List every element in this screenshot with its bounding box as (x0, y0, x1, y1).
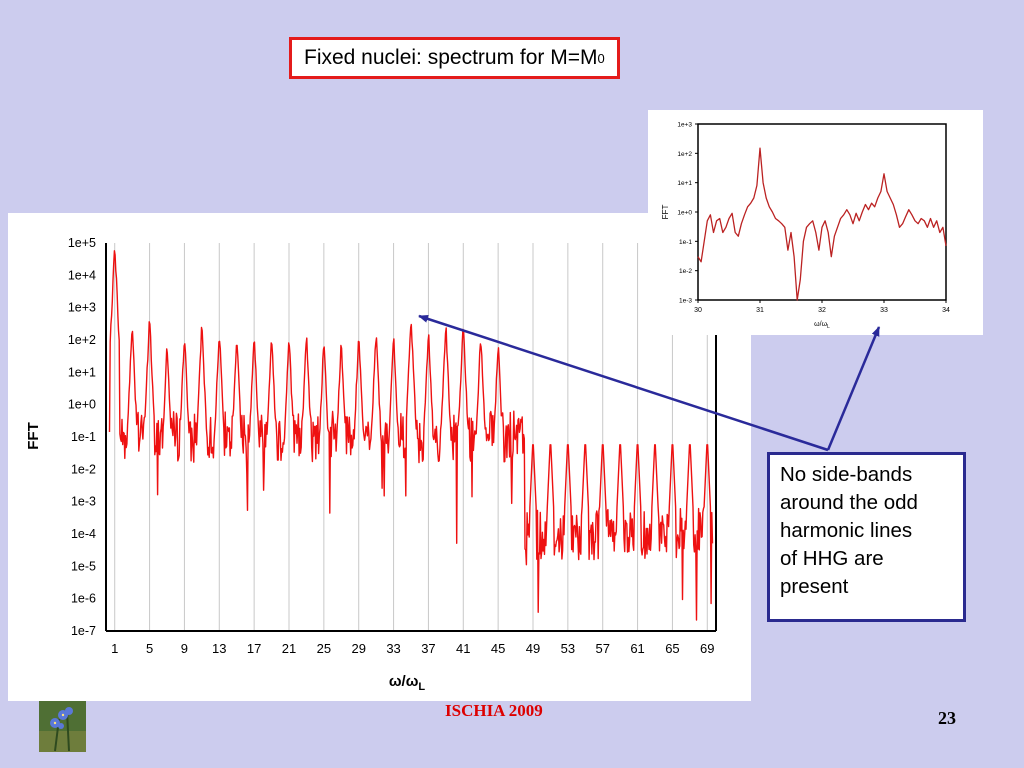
main-chart-y-tick-label: 1e+1 (68, 365, 96, 379)
main-chart-x-tick-label: 1 (111, 641, 118, 656)
main-chart-x-ticks: 1 5 9 13 17 21 25 29 33 37 41 45 49 53 57 61 65 69 (111, 641, 714, 656)
inset-chart-panel: 1e-3 1e-2 1e-1 1e+0 1e+1 1e+2 1e+3 30 31 32 33 34 … (648, 110, 983, 335)
main-chart-y-tick-label: 1e-4 (71, 527, 96, 541)
main-chart-x-axis-label: ω/ωL (389, 673, 426, 693)
note-line: around the odd (780, 491, 918, 514)
note-line: of HHG are (780, 547, 884, 570)
inset-chart-y-tick-label: 1e-3 (679, 298, 692, 305)
main-chart-x-tick-label: 69 (700, 641, 714, 656)
main-chart-x-axis-label-sub: L (418, 681, 425, 693)
inset-chart-x-axis-label-main: ω/ω (814, 321, 827, 328)
inset-chart-y-tick-label: 1e+0 (677, 210, 692, 217)
main-chart-panel: 1e-7 1e-6 1e-5 1e-4 1e-3 1e-2 1e-1 1e+0 1e+1 1e+2… (8, 213, 751, 701)
main-chart-y-tick-label: 1e-3 (71, 495, 96, 509)
inset-chart-x-tick-label: 33 (880, 307, 888, 314)
inset-chart-y-tick-label: 1e+1 (677, 180, 692, 187)
page-number: 23 (938, 708, 956, 728)
main-chart-x-tick-label: 13 (212, 641, 226, 656)
inset-chart-x-axis-label-sub: L (827, 324, 830, 330)
inset-chart-y-tick-label: 1e-1 (679, 239, 692, 246)
inset-chart-y-ticks: 1e-3 1e-2 1e-1 1e+0 1e+1 1e+2 1e+3 (677, 122, 698, 305)
flower-logo-icon (39, 701, 86, 752)
inset-chart-x-tick-label: 30 (694, 307, 702, 314)
main-chart-y-tick-label: 1e-2 (71, 462, 96, 476)
main-chart-x-tick-label: 21 (282, 641, 296, 656)
main-chart-y-tick-label: 1e+4 (68, 268, 96, 282)
main-chart-y-tick-label: 1e-5 (71, 559, 96, 573)
inset-chart-x-axis-label: ω/ωL (814, 321, 830, 330)
inset-chart-x-ticks: 30 31 32 33 34 (694, 300, 950, 314)
annotation-note-box: No side-bands around the odd harmonic li… (767, 452, 966, 622)
main-chart-x-tick-label: 9 (181, 641, 188, 656)
main-chart-x-tick-label: 45 (491, 641, 505, 656)
inset-chart-y-axis-label: FFT (661, 205, 670, 220)
main-chart-x-axis-label-main: ω/ω (389, 673, 419, 690)
inset-chart-x-tick-label: 32 (818, 307, 826, 314)
inset-chart-y-tick-label: 1e+2 (677, 151, 692, 158)
main-chart-y-tick-label: 1e-7 (71, 624, 96, 638)
conference-footer: ISCHIA 2009 (445, 701, 543, 720)
inset-chart-frame (697, 123, 947, 301)
note-line: No side-bands (780, 463, 913, 486)
main-chart-x-tick-label: 25 (317, 641, 331, 656)
inset-chart-x-tick-label: 31 (756, 307, 764, 314)
main-chart-x-tick-label: 53 (561, 641, 575, 656)
note-line: present (780, 575, 849, 598)
main-chart-x-tick-label: 49 (526, 641, 540, 656)
inset-spectrum-chart: 1e-31e-21e-11e+01e+11e+21e+3 30 31 32 33 34 … (661, 122, 950, 331)
main-chart-y-tick-label: 1e+5 (68, 236, 96, 250)
note-line: harmonic lines (780, 519, 913, 542)
slide-title-text: Fixed nuclei: spectrum for M=M (304, 46, 598, 69)
main-chart-y-tick-label: 1e-1 (71, 430, 96, 444)
main-chart-y-tick-label: 1e+3 (68, 301, 96, 315)
main-chart-x-tick-label: 33 (386, 641, 400, 656)
main-chart-y-tick-label: 1e+2 (68, 333, 96, 347)
inset-chart-y-tick-label: 1e+3 (677, 122, 692, 129)
main-spectrum-chart: 1e-7 1e-6 1e-5 1e-4 1e-3 1e-2 1e-1 1e+0 1e+1 1e+2… (25, 236, 717, 693)
main-chart-x-tick-label: 57 (595, 641, 609, 656)
main-chart-x-tick-label: 5 (146, 641, 153, 656)
slide-title: Fixed nuclei: spectrum for M=M 0 (289, 37, 620, 79)
inset-chart-x-tick-label: 34 (942, 307, 950, 314)
arrow-to-inset-chart (826, 326, 881, 451)
main-chart-y-ticks: 1e-7 1e-6 1e-5 1e-4 1e-3 1e-2 1e-1 1e+0 1e+1 1e+2… (68, 236, 96, 638)
main-chart-x-tick-label: 29 (351, 641, 365, 656)
inset-chart-series-line (697, 147, 947, 301)
main-chart-x-tick-label: 17 (247, 641, 261, 656)
inset-chart-y-tick-label: 1e-2 (679, 268, 692, 275)
main-chart-x-tick-label: 65 (665, 641, 679, 656)
main-chart-series-line (108, 250, 714, 621)
main-chart-y-axis-label: FFT (25, 422, 42, 450)
main-chart-x-tick-label: 61 (630, 641, 644, 656)
main-chart-grid (114, 243, 708, 631)
slide-title-subscript: 0 (597, 50, 605, 66)
main-chart-x-tick-label: 37 (421, 641, 435, 656)
main-chart-y-tick-label: 1e-6 (71, 592, 96, 606)
main-chart-y-tick-label: 1e+0 (68, 398, 96, 412)
main-chart-x-tick-label: 41 (456, 641, 470, 656)
